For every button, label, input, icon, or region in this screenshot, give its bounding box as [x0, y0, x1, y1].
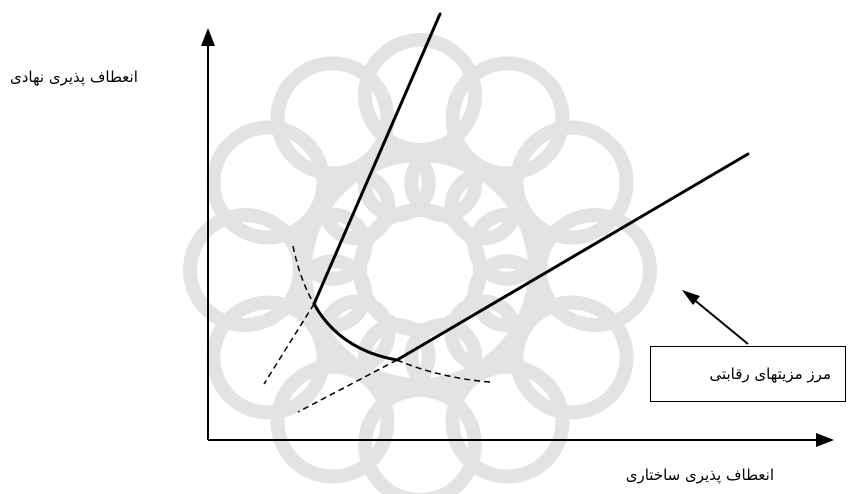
watermark-petal [533, 208, 657, 332]
watermark-inner-petal [444, 167, 523, 246]
watermark-petal [358, 33, 482, 157]
watermark-petal [206, 120, 331, 245]
frontier [312, 12, 750, 362]
x-axis-arrowhead [816, 433, 834, 447]
shallow-ray [395, 152, 750, 362]
watermark-petal [206, 295, 331, 420]
watermark-inner-petal [404, 144, 483, 223]
watermark-inner-petal [357, 317, 436, 396]
watermark-petal [445, 56, 570, 181]
annotation-box: مرز مزیتهای رقابتی [650, 346, 846, 402]
watermark-petal [270, 359, 395, 484]
watermark-inner-petal [404, 317, 483, 396]
dashed-lines [263, 245, 491, 413]
watermark-inner-petal [467, 207, 546, 286]
watermark-inner-petal [317, 294, 396, 373]
watermark-petal [445, 359, 570, 484]
watermark-logo [183, 33, 657, 494]
y-axis-label: انعطاف پذیری نهادی [10, 68, 138, 86]
steep-ray [312, 12, 442, 306]
watermark-inner-petal [444, 294, 523, 373]
watermark-inner-petal [294, 207, 373, 286]
pointer-arrowhead [682, 290, 700, 305]
x-axis-label: انعطاف پذیری ساختاری [625, 466, 774, 484]
pointer-arrow [682, 290, 749, 345]
watermark-petal [509, 295, 634, 420]
watermark-petal [270, 56, 395, 181]
frontier-curve [312, 302, 399, 362]
dashed-line-bottom [297, 359, 398, 413]
annotation-label: مرز مزیتهای رقابتی [709, 365, 831, 383]
dashed-curve-upper [292, 245, 315, 305]
watermark-inner-petal [467, 254, 546, 333]
watermark-inner-petal [357, 144, 436, 223]
watermark-petal [183, 208, 307, 332]
y-axis-arrowhead [201, 28, 215, 46]
watermark-petal [358, 383, 482, 494]
watermark-inner-petal [317, 167, 396, 246]
dashed-line-left [263, 303, 315, 385]
watermark-petal [509, 120, 634, 245]
axes [201, 28, 834, 447]
